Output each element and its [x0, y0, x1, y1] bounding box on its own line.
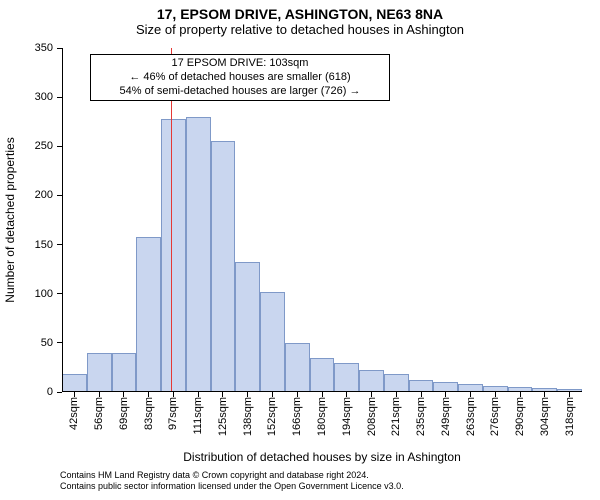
- x-tick: 208sqm: [366, 392, 378, 439]
- bar: [87, 353, 112, 392]
- bar: [285, 343, 310, 392]
- x-tick: 166sqm: [291, 392, 303, 439]
- x-tick: 194sqm: [341, 392, 353, 439]
- y-tick-mark: [57, 48, 62, 49]
- bar: [334, 363, 359, 392]
- x-tick: 276sqm: [489, 392, 501, 439]
- plot-area: 050100150200250300350 42sqm56sqm69sqm83s…: [62, 48, 582, 392]
- bar: [186, 117, 211, 392]
- y-tick-mark: [57, 342, 62, 343]
- chart-container: 17, EPSOM DRIVE, ASHINGTON, NE63 8NA Siz…: [0, 0, 600, 500]
- x-tick: 83sqm: [143, 392, 155, 433]
- x-tick-label: 235sqm: [415, 397, 427, 439]
- x-tick-label: 138sqm: [242, 397, 254, 439]
- y-tick: 100: [35, 288, 62, 300]
- x-tick-label: 208sqm: [366, 397, 378, 439]
- x-tick: 69sqm: [118, 392, 130, 433]
- annotation-line: ← 46% of detached houses are smaller (61…: [95, 71, 385, 85]
- y-tick-label: 100: [35, 288, 57, 300]
- bar: [235, 262, 260, 392]
- x-tick-label: 152sqm: [266, 397, 278, 439]
- x-tick: 318sqm: [564, 392, 576, 439]
- y-tick-label: 200: [35, 189, 57, 201]
- x-tick-label: 318sqm: [564, 397, 576, 439]
- x-tick: 111sqm: [192, 392, 204, 438]
- y-tick-label: 50: [41, 337, 57, 349]
- bar: [136, 237, 161, 392]
- y-tick: 150: [35, 239, 62, 251]
- bar: [161, 119, 186, 392]
- bar: [260, 292, 285, 392]
- y-tick-label: 250: [35, 140, 57, 152]
- x-tick: 42sqm: [68, 392, 80, 433]
- chart-subtitle: Size of property relative to detached ho…: [0, 22, 600, 37]
- x-tick: 263sqm: [465, 392, 477, 439]
- x-tick-label: 263sqm: [465, 397, 477, 439]
- footer: Contains HM Land Registry data © Crown c…: [60, 470, 404, 492]
- x-tick: 249sqm: [440, 392, 452, 439]
- bar: [211, 141, 236, 392]
- y-tick: 250: [35, 140, 62, 152]
- x-tick: 304sqm: [539, 392, 551, 439]
- x-tick-label: 83sqm: [143, 397, 155, 433]
- y-axis-line: [62, 48, 63, 392]
- bar: [384, 374, 409, 392]
- x-tick-label: 276sqm: [489, 397, 501, 439]
- y-tick-mark: [57, 244, 62, 245]
- x-tick-label: 69sqm: [118, 397, 130, 433]
- x-tick-label: 249sqm: [440, 397, 452, 439]
- x-tick: 152sqm: [266, 392, 278, 439]
- x-tick-label: 194sqm: [341, 397, 353, 439]
- x-axis-label: Distribution of detached houses by size …: [62, 450, 582, 464]
- x-tick-label: 221sqm: [390, 397, 402, 439]
- x-tick: 290sqm: [514, 392, 526, 439]
- y-tick-label: 300: [35, 91, 57, 103]
- y-tick: 0: [47, 386, 62, 398]
- y-tick-label: 350: [35, 42, 57, 54]
- y-tick-mark: [57, 392, 62, 393]
- y-tick-mark: [57, 146, 62, 147]
- y-tick: 50: [41, 337, 62, 349]
- y-tick: 350: [35, 42, 62, 54]
- y-tick-mark: [57, 97, 62, 98]
- y-tick: 200: [35, 189, 62, 201]
- x-tick: 138sqm: [242, 392, 254, 439]
- y-tick-label: 0: [47, 386, 57, 398]
- annotation-line: 54% of semi-detached houses are larger (…: [95, 85, 385, 99]
- x-tick-label: 56sqm: [93, 397, 105, 433]
- annotation-line: 17 EPSOM DRIVE: 103sqm: [95, 57, 385, 71]
- y-axis-label: Number of detached properties: [3, 137, 17, 302]
- x-tick-label: 166sqm: [291, 397, 303, 439]
- bar: [359, 370, 384, 392]
- x-tick-label: 180sqm: [316, 397, 328, 439]
- x-tick-label: 290sqm: [514, 397, 526, 439]
- footer-line: Contains HM Land Registry data © Crown c…: [60, 470, 404, 481]
- x-tick: 235sqm: [415, 392, 427, 439]
- annotation-box: 17 EPSOM DRIVE: 103sqm← 46% of detached …: [90, 54, 390, 101]
- x-tick: 125sqm: [217, 392, 229, 439]
- x-tick: 56sqm: [93, 392, 105, 433]
- x-tick: 221sqm: [390, 392, 402, 439]
- bar: [62, 374, 87, 392]
- y-tick-mark: [57, 195, 62, 196]
- footer-line: Contains public sector information licen…: [60, 481, 404, 492]
- x-tick-label: 42sqm: [68, 397, 80, 433]
- x-tick-label: 125sqm: [217, 397, 229, 439]
- x-tick-label: 97sqm: [167, 397, 179, 433]
- x-tick: 180sqm: [316, 392, 328, 439]
- y-tick-label: 150: [35, 239, 57, 251]
- x-tick-label: 111sqm: [192, 397, 204, 438]
- y-tick: 300: [35, 91, 62, 103]
- chart-title: 17, EPSOM DRIVE, ASHINGTON, NE63 8NA: [0, 0, 600, 22]
- bar: [112, 353, 137, 392]
- x-tick-label: 304sqm: [539, 397, 551, 439]
- y-tick-mark: [57, 293, 62, 294]
- bar: [310, 358, 335, 392]
- x-tick: 97sqm: [167, 392, 179, 433]
